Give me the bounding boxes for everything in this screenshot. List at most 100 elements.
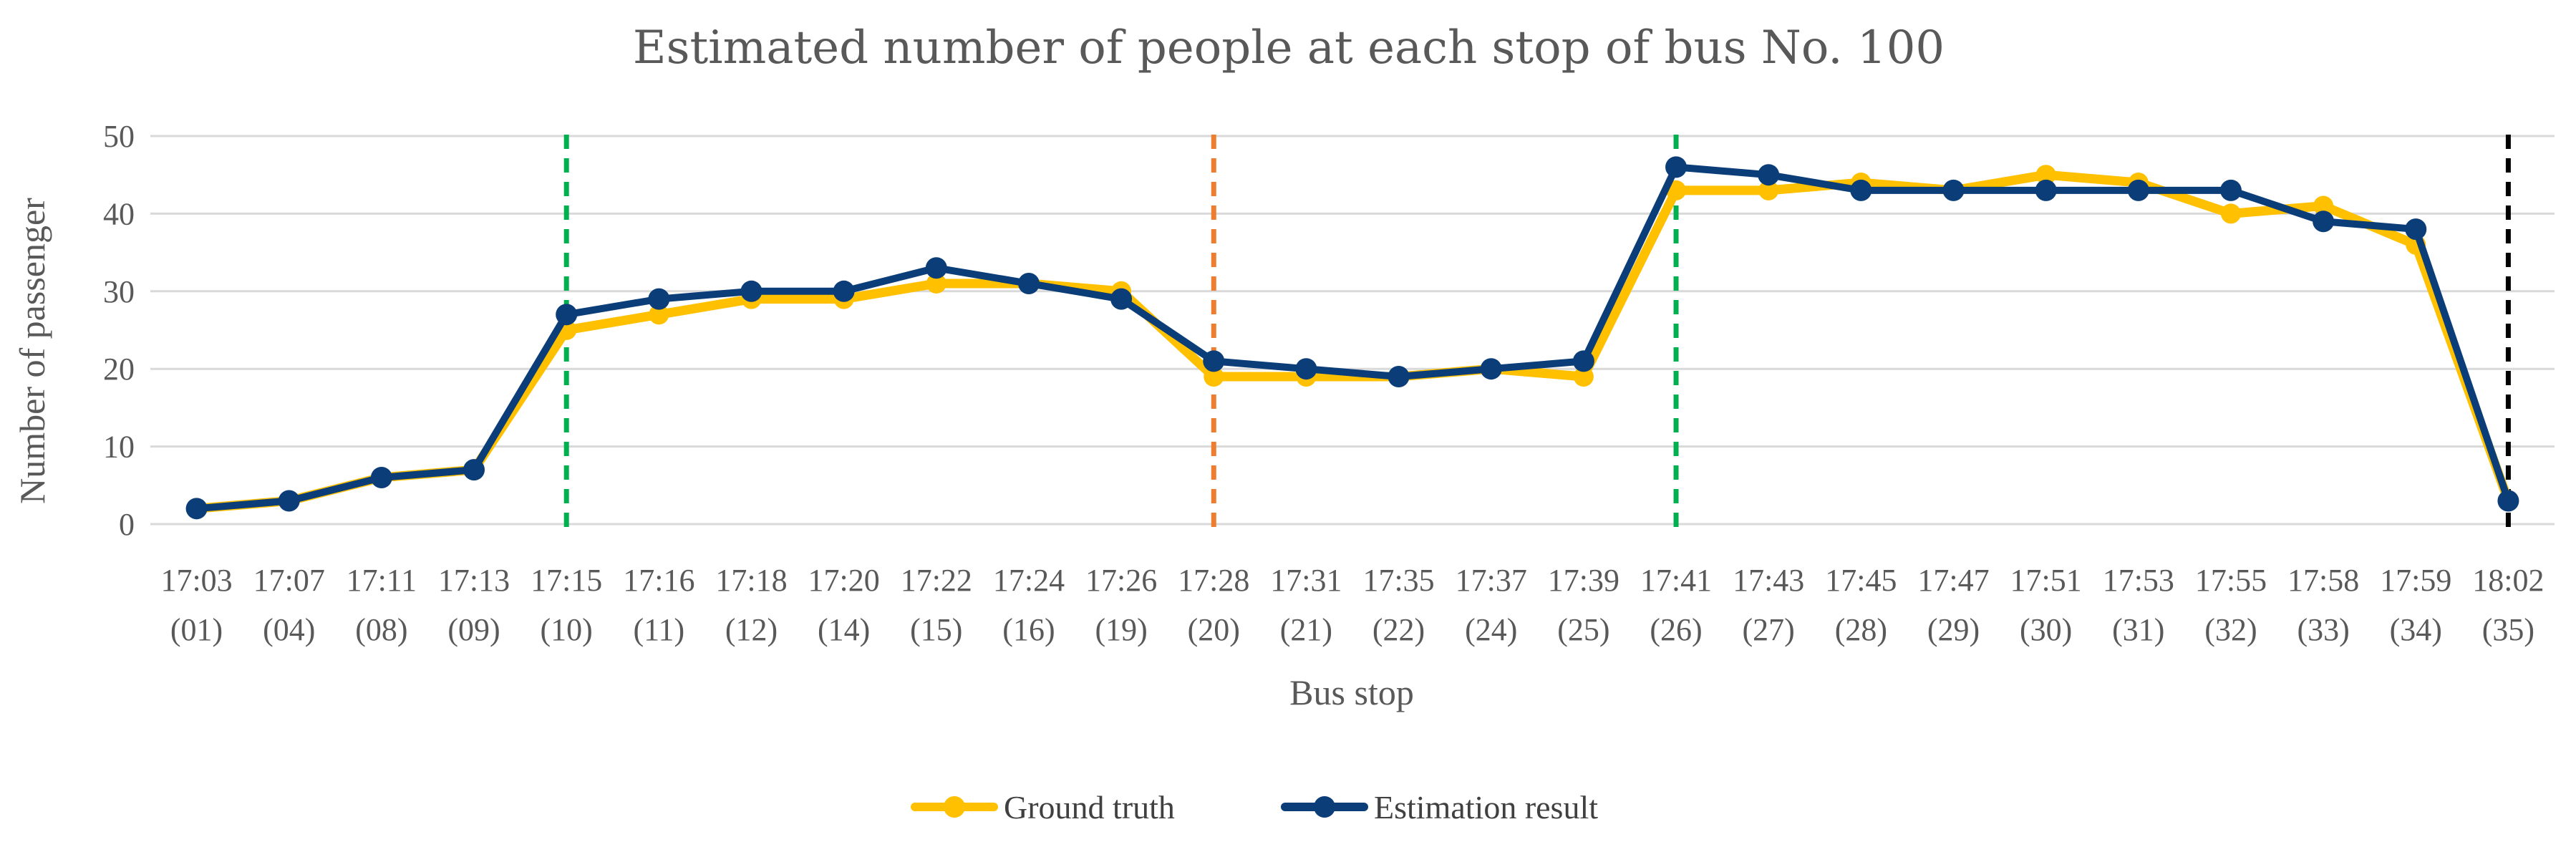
data-point [925, 257, 947, 279]
data-point [1388, 366, 1410, 388]
x-tick-time: 17:28 [1178, 563, 1249, 598]
x-tick-stop: (28) [1835, 612, 1887, 647]
y-tick-label: 40 [103, 196, 135, 231]
series-line [193, 163, 2512, 513]
data-point [2127, 179, 2149, 201]
data-point [649, 304, 669, 325]
legend-label: Ground truth [1004, 789, 1175, 826]
x-tick-stop: (21) [1280, 612, 1332, 647]
legend-marker [944, 796, 965, 818]
x-tick-stop: (10) [541, 612, 593, 647]
chart-title: Estimated number of people at each stop … [633, 21, 1945, 74]
data-point [1295, 358, 1317, 380]
x-tick-time: 17:26 [1085, 563, 1157, 598]
data-point [740, 280, 762, 302]
x-tick-time: 17:41 [1640, 563, 1712, 598]
y-tick-label: 30 [103, 274, 135, 309]
x-tick-labels: 17:03 (01) 17:07 (04) 17:11 (08) 17:13 (09) 17:1… [160, 563, 2544, 647]
x-tick-time: 17:37 [1456, 563, 1527, 598]
x-tick-stop: (34) [2390, 612, 2442, 647]
x-tick-time: 17:59 [2380, 563, 2451, 598]
x-tick-time: 17:45 [1825, 563, 1897, 598]
data-point [1017, 272, 1040, 294]
x-tick-time: 17:18 [715, 563, 787, 598]
y-tick-labels: 0 10 20 30 40 50 [103, 119, 135, 542]
x-tick-stop: (33) [2297, 612, 2349, 647]
x-tick-time: 18:02 [2472, 563, 2544, 598]
x-tick-time: 17:31 [1270, 563, 1342, 598]
x-tick-stop: (20) [1188, 612, 1240, 647]
data-point [1572, 350, 1594, 372]
data-point [648, 288, 670, 310]
x-tick-time: 17:13 [438, 563, 510, 598]
data-point [2035, 179, 2057, 201]
x-tick-time: 17:58 [2287, 563, 2359, 598]
data-point [1942, 179, 1965, 201]
data-point [278, 490, 300, 512]
x-tick-stop: (15) [910, 612, 962, 647]
x-tick-stop: (29) [1927, 612, 1980, 647]
x-tick-time: 17:53 [2103, 563, 2174, 598]
data-point [1110, 288, 1133, 310]
y-axis-title: Number of passenger [12, 198, 52, 504]
data-point [2313, 210, 2335, 233]
data-point [2220, 203, 2241, 224]
x-axis-title: Bus stop [1289, 672, 1414, 712]
x-tick-time: 17:03 [160, 563, 232, 598]
x-tick-stop: (31) [2112, 612, 2164, 647]
x-tick-time: 17:20 [808, 563, 880, 598]
data-point [1850, 179, 1872, 201]
x-tick-time: 17:16 [623, 563, 694, 598]
x-tick-stop: (11) [634, 612, 685, 647]
x-tick-stop: (22) [1372, 612, 1425, 647]
x-tick-time: 17:43 [1733, 563, 1804, 598]
x-tick-stop: (09) [447, 612, 500, 647]
series-line [192, 170, 2513, 513]
legend: Ground truth Estimation result [911, 789, 1598, 826]
x-tick-stop: (01) [170, 612, 223, 647]
y-tick-label: 50 [103, 119, 135, 154]
data-point [1758, 164, 1780, 186]
data-point [833, 280, 855, 302]
data-point [1665, 156, 1688, 178]
x-tick-stop: (16) [1002, 612, 1055, 647]
x-tick-stop: (14) [818, 612, 870, 647]
data-point [1204, 367, 1224, 387]
x-tick-stop: (25) [1557, 612, 1609, 647]
data-point [185, 498, 208, 520]
x-tick-time: 17:15 [531, 563, 602, 598]
data-point [463, 459, 485, 481]
x-tick-time: 17:47 [1917, 563, 1989, 598]
data-point [2219, 179, 2242, 201]
x-tick-stop: (12) [725, 612, 778, 647]
vertical-markers [563, 135, 2511, 534]
x-tick-stop: (30) [2020, 612, 2072, 647]
x-tick-time: 17:39 [1548, 563, 1619, 598]
x-tick-stop: (35) [2482, 612, 2534, 647]
x-tick-time: 17:24 [993, 563, 1065, 598]
data-point [370, 466, 392, 488]
legend-label: Estimation result [1374, 789, 1598, 826]
data-point [926, 273, 946, 294]
data-point [1480, 358, 1502, 380]
x-tick-stop: (19) [1095, 612, 1147, 647]
data-point [2035, 165, 2056, 185]
x-tick-stop: (32) [2204, 612, 2257, 647]
x-tick-stop: (04) [263, 612, 315, 647]
data-point [1573, 367, 1594, 387]
x-tick-stop: (08) [355, 612, 407, 647]
x-tick-stop: (27) [1743, 612, 1795, 647]
data-point [2405, 218, 2427, 241]
x-tick-time: 17:51 [2010, 563, 2082, 598]
y-tick-label: 0 [119, 507, 135, 542]
data-point [556, 304, 578, 326]
x-tick-time: 17:22 [901, 563, 972, 598]
y-tick-label: 20 [103, 352, 135, 387]
x-tick-time: 17:11 [347, 563, 417, 598]
x-tick-stop: (24) [1465, 612, 1517, 647]
gridlines [150, 135, 2555, 526]
data-point [1758, 180, 1779, 200]
data-point [2497, 490, 2519, 512]
x-tick-time: 17:35 [1362, 563, 1434, 598]
